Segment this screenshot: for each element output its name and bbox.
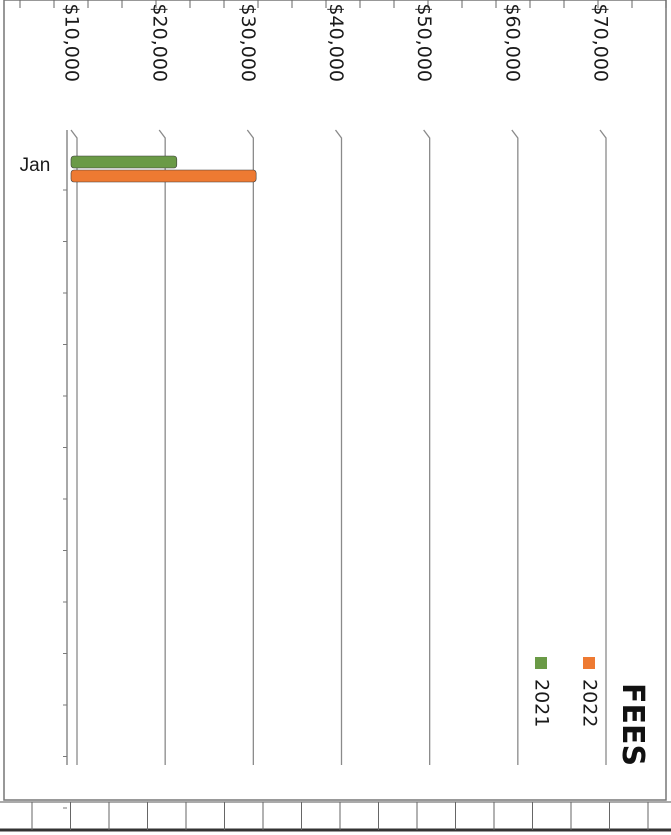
tick-label: $10,000 [61,3,83,82]
legend-label-2022: 2022 [579,679,601,727]
category-axis [63,130,68,809]
tick-label: $20,000 [149,3,171,82]
tick-label: $50,000 [413,3,435,82]
bars [70,155,257,183]
gridline [334,129,343,765]
bar-2022-Jan [70,169,257,183]
gridline [511,129,519,765]
gridline [70,129,78,765]
bar-2021-Jan [70,155,178,169]
legend-label-2021: 2021 [531,679,553,727]
gridline [158,129,166,765]
category-labels: Jan [20,155,51,176]
legend: 2021 2022 [531,657,601,727]
page-border [3,0,667,801]
legend-swatch-2021 [535,657,547,669]
tick-label: $70,000 [590,3,612,82]
chart-title: FEES [615,683,650,766]
legend-swatch-2022 [583,657,595,669]
gridline [246,129,254,765]
tick-label: $60,000 [501,3,523,82]
category-label: Jan [20,155,51,176]
tick-label: $30,000 [237,3,259,82]
gridline [423,129,431,765]
tick-label: $40,000 [325,3,347,82]
grid-lines [70,129,607,765]
gridline [599,129,607,765]
value-axis-labels: $10,000 $20,000 $30,000 $40,000 $50,000 $60,0… [61,3,612,82]
